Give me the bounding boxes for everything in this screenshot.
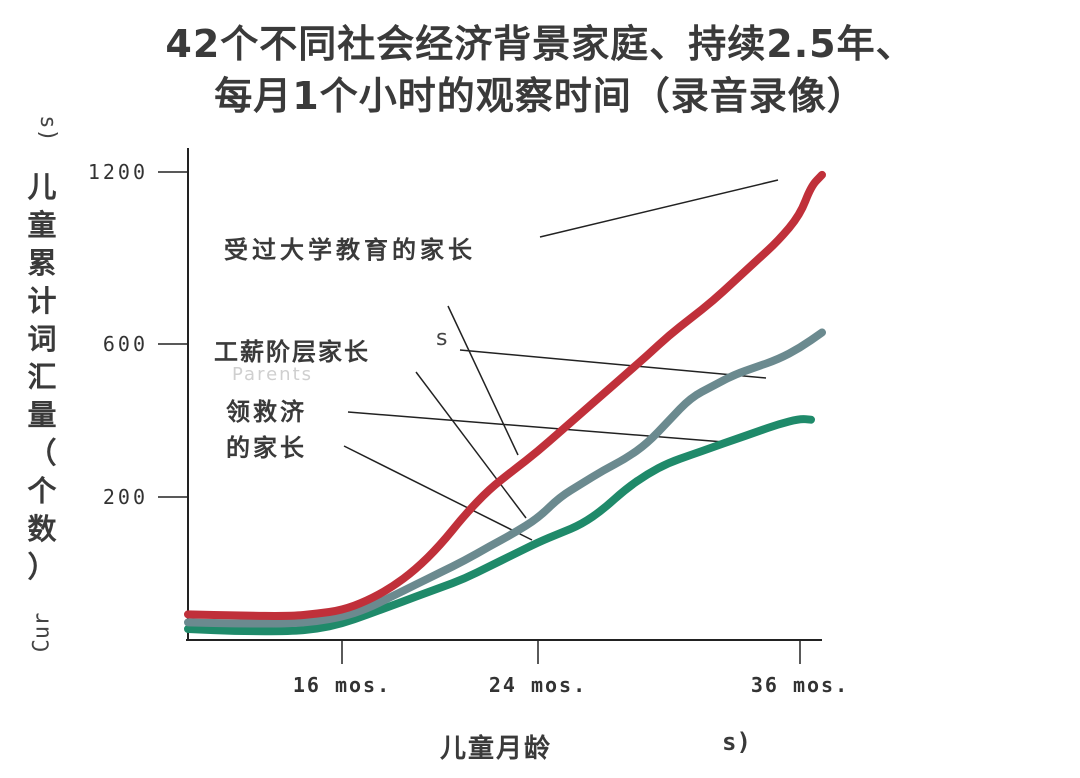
y-axis-title-char: 量 [27, 398, 57, 432]
x-tick-label: 16 mos. [293, 673, 391, 697]
annotation-leader-line [539, 179, 779, 238]
x-tick-label: 36 mos. [751, 673, 849, 697]
annotation-working-class-parents: 工薪阶层家长 [214, 338, 370, 366]
x-tick-label: 24 mos. [489, 673, 587, 697]
y-axis-title-char: 个 [27, 474, 57, 508]
annotation-welfare-line-1: 领救济 [226, 398, 307, 426]
series-lines [184, 170, 826, 636]
series-line-0 [184, 170, 826, 620]
annotation-welfare-line-2: 的家长 [226, 434, 307, 462]
annotation-college-parents: 受过大学教育的家长 [224, 236, 476, 264]
annotation-leader-line [415, 371, 527, 519]
series-line-1 [184, 328, 826, 628]
y-axis-title-char: 童 [27, 208, 57, 242]
annotation-leader-line [343, 445, 533, 541]
y-axis-stray-text-bottom: Cur [29, 612, 55, 653]
y-tick-label: 1200 [88, 160, 148, 184]
chart-title: 42个不同社会经济背景家庭、持续2.5年、 每月1个小时的观察时间（录音录像） [0, 18, 1080, 122]
annotation-leader-line [347, 411, 725, 443]
y-axis-title-char: 计 [27, 284, 57, 318]
y-axis-title-char: 累 [27, 246, 57, 280]
annotation-welfare-parents: 领救济 的家长 [226, 394, 307, 466]
tick-labels: 200 600 1200 16 mos. 24 mos. 36 mos. [88, 160, 849, 697]
y-axis-title-char: （ [27, 436, 57, 470]
chart-title-line-2: 每月1个小时的观察时间（录音录像） [214, 74, 866, 118]
annotation-leader-lines [343, 179, 779, 541]
chart-axes [158, 148, 822, 664]
annotation-leader-line [447, 305, 519, 456]
y-tick-label: 200 [103, 485, 148, 509]
y-axis-title-char: 汇 [27, 360, 57, 394]
chart-title-line-1: 42个不同社会经济背景家庭、持续2.5年、 [165, 22, 915, 66]
annotation-ghost-text: Parents [232, 364, 313, 385]
annotation-leader-line [459, 349, 767, 379]
y-axis-title-char: ） [27, 550, 57, 584]
series-line-2 [184, 415, 815, 636]
x-axis-title: 儿童月龄 [440, 734, 553, 764]
annotation-stray-s: s [436, 326, 448, 351]
x-axis-stray-text: s) [722, 728, 751, 756]
y-axis-title-char: 词 [27, 322, 57, 356]
y-axis-title: 儿童累计词汇量 （ 个数 ） [24, 168, 60, 586]
y-axis-stray-text-top: s) [34, 115, 60, 142]
y-axis-title-char: 儿 [27, 170, 57, 204]
y-tick-label: 600 [103, 332, 148, 356]
y-axis-title-char: 数 [27, 512, 57, 546]
